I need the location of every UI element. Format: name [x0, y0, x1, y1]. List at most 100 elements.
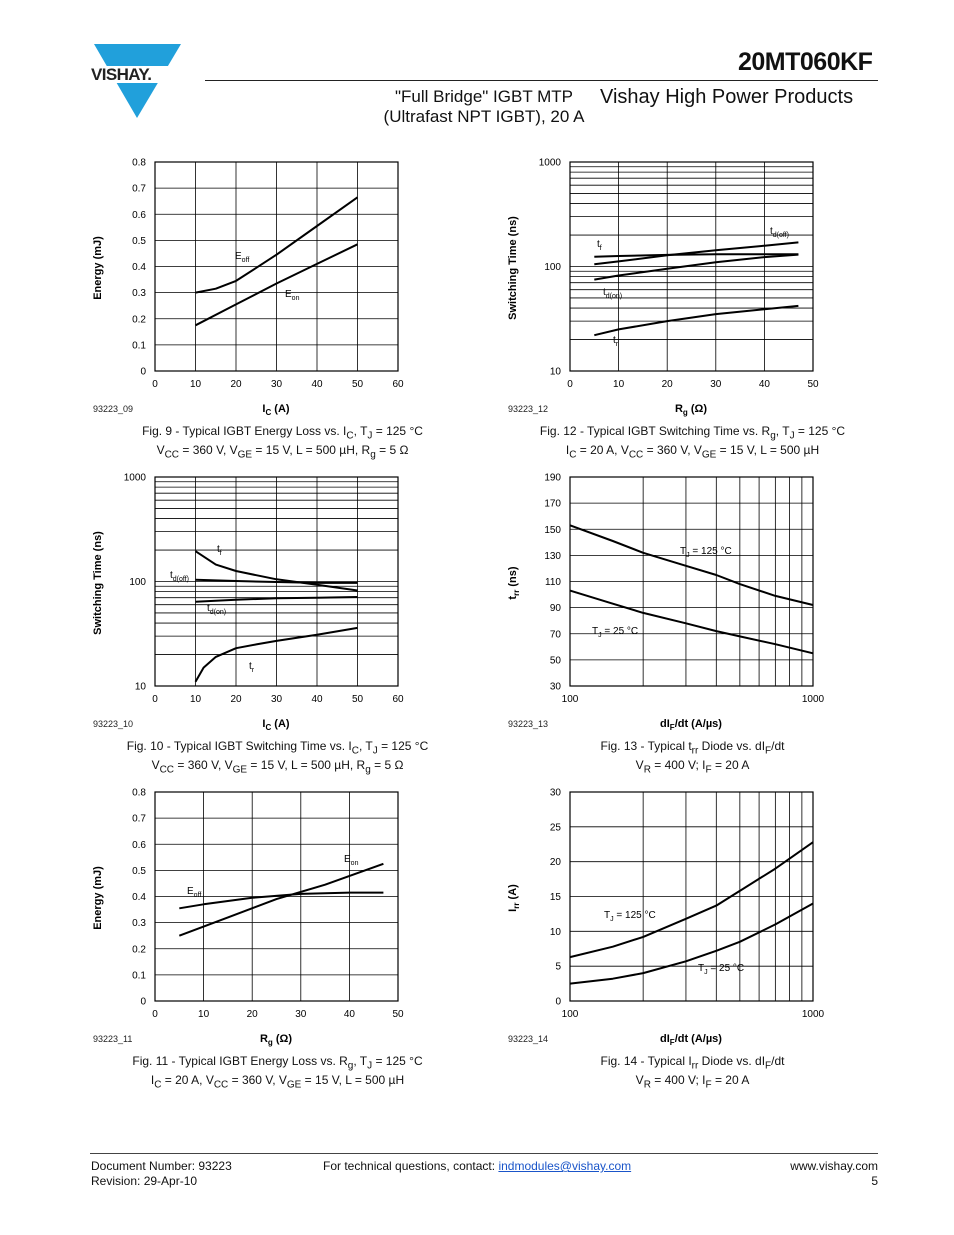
fig11-ytick-label-8: 0.8 [132, 788, 146, 799]
website[interactable]: www.vishay.com [790, 1159, 878, 1173]
fig11-xtick-label-0: 0 [152, 1009, 158, 1020]
fig13-label-125: TJ = 125 °C [680, 546, 732, 559]
fig10-caption: Fig. 10 - Typical IGBT Switching Time vs… [85, 739, 470, 778]
fig13-caption-line1: Fig. 13 - Typical trr Diode vs. dIF/dt [600, 739, 785, 757]
fig11-label-eon: Eon [344, 854, 359, 867]
fig11-id: 93223_11 [93, 1034, 133, 1044]
fig14-ytick-label-2: 10 [550, 927, 562, 938]
fig11-xtick-label-1: 10 [198, 1009, 210, 1020]
fig11-xtick-label-5: 50 [392, 1009, 404, 1020]
fig14-ytick-label-4: 20 [550, 857, 562, 868]
fig12-series-3 [594, 304, 799, 337]
fig12-id: 93223_12 [508, 404, 549, 414]
fig9-xtick-label-4: 40 [311, 379, 323, 390]
fig14-id: 93223_14 [508, 1034, 549, 1044]
fig9-xtick-label-2: 20 [230, 379, 242, 390]
fig11-series-0 [178, 862, 384, 937]
fig9-label-eoff: Eoff [235, 251, 249, 264]
fig12-ytick-label-2: 1000 [539, 158, 562, 169]
fig11-ytick-label-0: 0 [140, 997, 146, 1008]
fig11-caption-line2: IC = 20 A, VCC = 360 V, VGE = 15 V, L = … [150, 1073, 405, 1091]
fig12-xtick-label-5: 50 [807, 379, 819, 390]
division-name: Vishay High Power Products [600, 86, 854, 108]
fig12-chart: 0 10 20 30 40 50 10 100 1000 Switching Time (ns)… [507, 158, 819, 418]
fig13-id: 93223_13 [508, 719, 549, 729]
fig12-xtick-label-3: 30 [710, 379, 722, 390]
fig9-caption-line2: VCC = 360 V, VGE = 15 V, L = 500 µH, Rg … [156, 443, 409, 461]
fig9-xtick-label-0: 0 [152, 379, 158, 390]
fig13-ylabel: trr (ns) [507, 566, 521, 599]
fig11-chart: 0 10 20 30 40 50 0 0.1 0.2 0.3 0.4 0.5 0.6 0.7 0.8 Ene… [92, 788, 404, 1048]
fig9-series-0 [195, 196, 359, 294]
fig14-xlabel: dIF/dt (A/µs) [660, 1033, 722, 1047]
fig14-xtick-label-1: 1000 [802, 1009, 825, 1020]
footer-rule [90, 1153, 878, 1154]
fig11-label-eoff: Eoff [187, 886, 201, 899]
fig14-ytick-label-6: 30 [550, 788, 562, 799]
fig9-xtick-label-6: 60 [392, 379, 404, 390]
fig12-label-tdoff: td(off) [770, 226, 789, 239]
fig12-series-1 [594, 253, 799, 258]
fig10-chart: 0 10 20 30 40 50 60 10 100 1000 Switching Time (n… [92, 473, 404, 733]
fig9-label-eon: Eon [285, 289, 300, 302]
footer-right: www.vishay.com 5 [760, 1159, 878, 1189]
header-rule [205, 80, 878, 81]
fig12-caption-line1: Fig. 12 - Typical IGBT Switching Time vs… [539, 424, 846, 442]
fig13-xlabel: dIF/dt (A/µs) [660, 718, 722, 732]
fig13-series-0 [569, 524, 814, 606]
fig12-caption: Fig. 12 - Typical IGBT Switching Time vs… [500, 424, 885, 463]
fig11-ytick-label-4: 0.4 [132, 892, 146, 903]
fig9-xtick-label-1: 10 [190, 379, 202, 390]
fig10-xtick-label-6: 60 [392, 694, 404, 705]
fig12-series-0 [594, 241, 799, 266]
fig9-ytick-label-8: 0.8 [132, 158, 146, 169]
fig13-ytick-label-2: 70 [550, 629, 562, 640]
fig13-xtick-label-0: 100 [562, 694, 579, 705]
fig11-ytick-label-3: 0.3 [132, 918, 146, 929]
fig10-xtick-label-3: 30 [271, 694, 283, 705]
contact-email-link[interactable]: indmodules@vishay.com [498, 1159, 632, 1173]
subtitle-line-1: "Full Bridge" IGBT MTP [394, 87, 574, 106]
fig12-ylabel: Switching Time (ns) [507, 216, 519, 320]
fig10-caption-line1: Fig. 10 - Typical IGBT Switching Time vs… [126, 739, 429, 757]
part-number: 20MT060KF [738, 48, 873, 76]
svg-text:VISHAY.: VISHAY. [91, 65, 151, 84]
fig9-caption-line1: Fig. 9 - Typical IGBT Energy Loss vs. IC… [142, 424, 423, 442]
fig10-xtick-label-2: 20 [230, 694, 242, 705]
fig13-ytick-label-1: 50 [550, 655, 562, 666]
fig13-ytick-label-8: 190 [544, 473, 561, 484]
fig9-ytick-label-6: 0.6 [132, 210, 146, 221]
fig9-id: 93223_09 [93, 404, 134, 414]
fig10-caption-line2: VCC = 360 V, VGE = 15 V, L = 500 µH, Rg … [151, 758, 404, 776]
fig12-series-2 [594, 253, 799, 281]
fig10-ylabel: Switching Time (ns) [92, 531, 104, 635]
fig10-xtick-label-1: 10 [190, 694, 202, 705]
fig9-chart: 0 10 20 30 40 50 60 0 0.1 0.2 0.3 0.4 0.5 0.6 0.7 0.8 E… [92, 158, 404, 418]
fig10-series-2 [195, 596, 358, 603]
fig11-ytick-label-1: 0.1 [132, 970, 146, 981]
fig12-xtick-label-1: 10 [613, 379, 625, 390]
fig14-caption-line1: Fig. 14 - Typical Irr Diode vs. dIF/dt [600, 1054, 785, 1072]
fig12-label-tf: tf [597, 239, 602, 252]
fig10-label-tr: tr [249, 661, 255, 674]
fig10-series-1 [195, 578, 358, 584]
fig10-series-3 [194, 626, 358, 683]
fig13-label-25: TJ = 25 °C [592, 626, 638, 639]
fig11-series-1 [179, 891, 384, 910]
fig10-ytick-label-1: 100 [129, 577, 146, 588]
fig13-caption: Fig. 13 - Typical trr Diode vs. dIF/dt V… [500, 739, 885, 778]
fig11-xtick-label-2: 20 [247, 1009, 259, 1020]
fig10-label-tdoff: td(off) [170, 570, 189, 583]
fig13-ytick-label-5: 130 [544, 551, 561, 562]
fig9-ylabel: Energy (mJ) [92, 236, 104, 300]
fig13-xtick-label-1: 1000 [802, 694, 825, 705]
fig10-xtick-label-4: 40 [311, 694, 323, 705]
fig14-chart: 100 1000 0 5 10 15 20 25 30 Irr (A) dIF/dt (A/µs… [507, 788, 825, 1048]
fig11-ytick-label-6: 0.6 [132, 840, 146, 851]
contact-text: For technical questions, contact: [323, 1159, 499, 1173]
fig14-ytick-label-0: 0 [555, 997, 561, 1008]
fig10-series-0 [194, 550, 358, 592]
fig12-label-tdon: td(on) [603, 287, 622, 300]
fig9-xtick-label-3: 30 [271, 379, 283, 390]
